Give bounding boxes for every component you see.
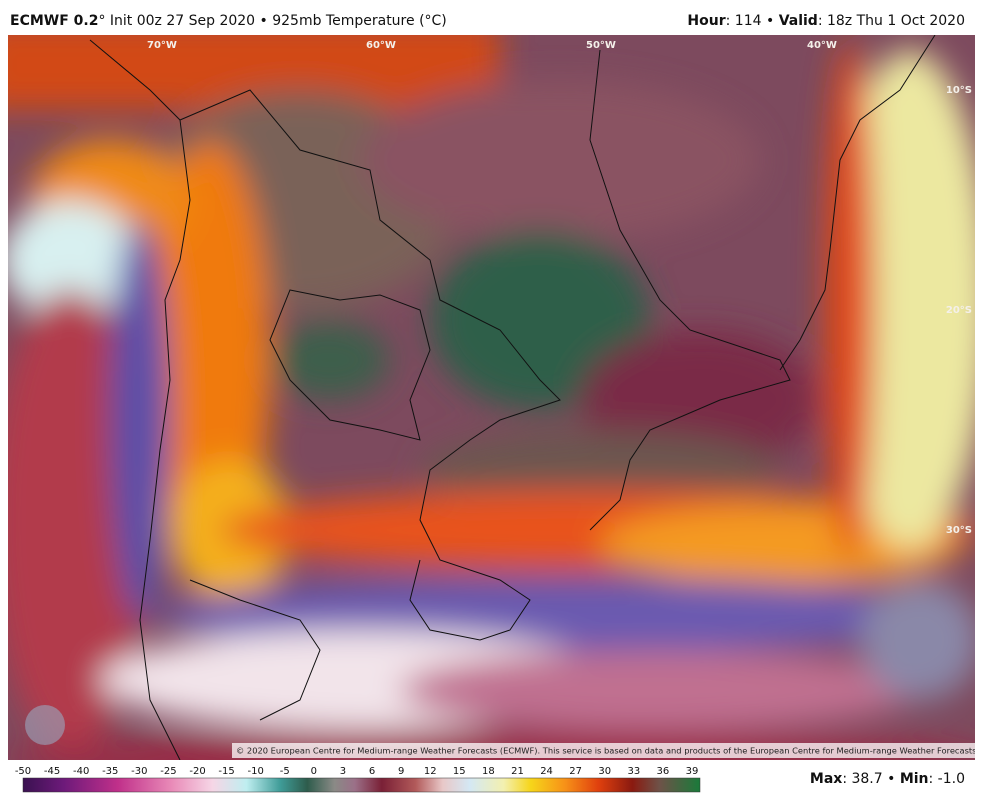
map: © 2020 European Centre for Medium-range … [8,35,984,760]
max-label: Max [810,771,842,787]
min-label: Min [900,771,929,787]
colorbar-label: 0 [311,766,317,777]
colorbar-label: 12 [424,766,437,777]
valid-label: Valid [779,13,818,29]
colorbar-label: 18 [482,766,495,777]
graticule-labels: 70°W 60°W 50°W 40°W 10°S 20°S 30°S [147,40,972,536]
longitude-label: 60°W [366,40,396,51]
colorbar-label: 33 [627,766,640,777]
colorbar-label: -35 [102,766,118,777]
copyright: © 2020 European Centre for Medium-range … [236,746,984,756]
watermark-logo [25,705,65,745]
longitude-label: 50°W [586,40,616,51]
longitude-label: 40°W [807,40,837,51]
colorbar-label: -10 [248,766,264,777]
colorbar-label: -30 [131,766,147,777]
hour-label: Hour [687,13,725,29]
valid-text: : 18z Thu 1 Oct 2020 [818,13,965,29]
colorbar-label: 30 [598,766,611,777]
colorbar-label: 24 [540,766,553,777]
colorbar-label: -25 [160,766,176,777]
colorbar-label: 3 [340,766,346,777]
copyright-strip [232,743,975,758]
colorbar-label: 36 [657,766,670,777]
colorbar-label: -5 [280,766,290,777]
max-text: : 38.7 • [842,771,900,787]
colorbar-label: 27 [569,766,582,777]
model: ECMWF 0.2 [10,13,98,29]
latitude-label: 30°S [946,525,972,536]
longitude-label: 70°W [147,40,177,51]
colorbar-label: -40 [73,766,89,777]
colorbar-label: 39 [686,766,699,777]
borders [89,35,936,760]
colorbar-scale [22,777,701,793]
colorbar-label: -45 [44,766,60,777]
hour-text: : 114 • [726,13,779,29]
colorbar-label: -50 [15,766,31,777]
min-text: : -1.0 [929,771,965,787]
colorbar-label: -20 [189,766,205,777]
colorbar-label: 15 [453,766,466,777]
latitude-label: 10°S [946,85,972,96]
colorbar-label: 21 [511,766,524,777]
header-title: ECMWF 0.2° Init 00z 27 Sep 2020 • 925mb … [10,13,447,29]
colorbar: -50 -45 -40 -35 -30 -25 -20 -15 -10 -5 0 3 6 9 12 15 18 2… [15,766,701,793]
header-valid: Hour: 114 • Valid: 18z Thu 1 Oct 2020 [687,13,965,29]
colorbar-label: 6 [369,766,375,777]
latitude-label: 20°S [946,305,972,316]
colorbar-label: 9 [398,766,404,777]
colorbar-label: -15 [218,766,234,777]
run-info: ° Init 00z 27 Sep 2020 • 925mb Temperatu… [98,13,446,29]
footer-extremes: Max: 38.7 • Min: -1.0 [810,771,965,787]
